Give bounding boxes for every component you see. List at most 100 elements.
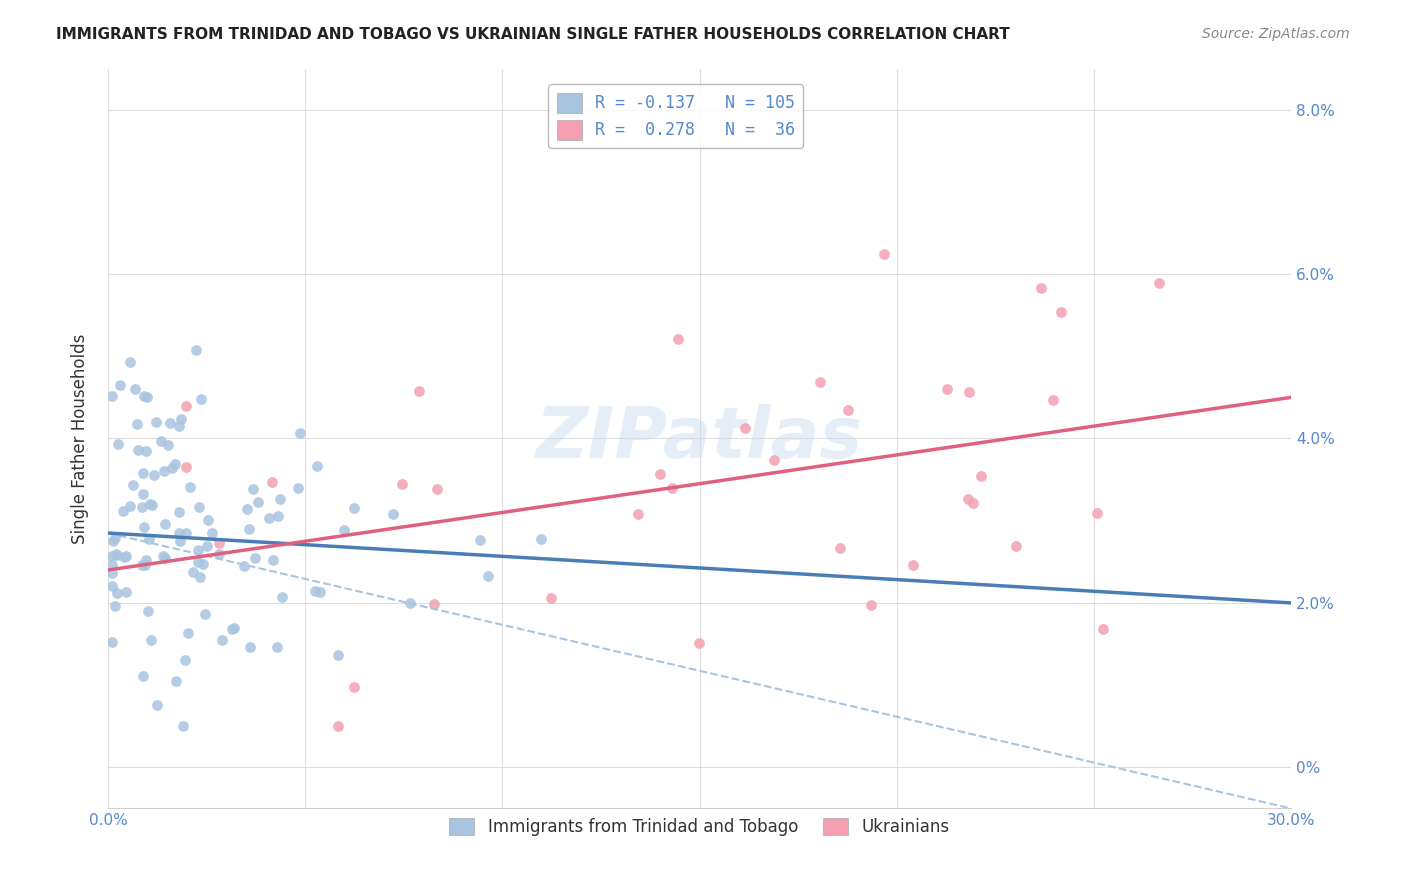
Point [170, 412, 193, 426]
Point [191, 557, 214, 571]
Point [343, 680, 366, 694]
Point [627, 508, 650, 522]
Point [127, 443, 149, 458]
Point [211, 633, 233, 648]
Point [101, 558, 124, 573]
Point [112, 504, 135, 518]
Point [1031, 281, 1053, 295]
Point [287, 481, 309, 495]
Point [901, 558, 924, 572]
Point [101, 566, 124, 580]
Point [309, 585, 332, 599]
Point [808, 375, 831, 389]
Point [200, 526, 222, 541]
Point [962, 496, 984, 510]
Point [830, 541, 852, 555]
Point [1049, 305, 1071, 319]
Point [326, 648, 349, 662]
Point [131, 500, 153, 514]
Text: IMMIGRANTS FROM TRINIDAD AND TOBAGO VS UKRAINIAN SINGLE FATHER HOUSEHOLDS CORREL: IMMIGRANTS FROM TRINIDAD AND TOBAGO VS U… [56, 27, 1010, 42]
Point [103, 531, 125, 545]
Point [145, 415, 167, 429]
Point [143, 468, 166, 483]
Point [132, 487, 155, 501]
Point [408, 384, 430, 398]
Point [957, 385, 980, 400]
Point [239, 640, 262, 655]
Point [734, 421, 756, 435]
Point [141, 498, 163, 512]
Point [177, 626, 200, 640]
Point [155, 550, 177, 565]
Point [197, 513, 219, 527]
Point [101, 635, 124, 649]
Point [266, 640, 288, 655]
Point [422, 597, 444, 611]
Point [689, 636, 711, 650]
Point [207, 547, 229, 561]
Point [1147, 277, 1170, 291]
Point [470, 533, 492, 547]
Point [159, 416, 181, 430]
Point [181, 565, 204, 579]
Point [184, 343, 207, 357]
Point [131, 558, 153, 572]
Point [167, 419, 190, 434]
Point [135, 443, 157, 458]
Point [269, 492, 291, 507]
Point [399, 596, 422, 610]
Point [167, 525, 190, 540]
Point [837, 403, 859, 417]
Text: Source: ZipAtlas.com: Source: ZipAtlas.com [1202, 27, 1350, 41]
Point [136, 604, 159, 618]
Point [165, 673, 187, 688]
Point [235, 501, 257, 516]
Point [381, 507, 404, 521]
Point [195, 539, 218, 553]
Y-axis label: Single Father Households: Single Father Households [72, 334, 89, 543]
Point [260, 475, 283, 490]
Point [304, 584, 326, 599]
Point [134, 558, 156, 573]
Point [135, 391, 157, 405]
Point [259, 511, 281, 525]
Point [174, 526, 197, 541]
Point [122, 478, 145, 492]
Point [187, 555, 209, 569]
Point [262, 552, 284, 566]
Point [101, 579, 124, 593]
Point [174, 459, 197, 474]
Point [190, 392, 212, 407]
Point [666, 332, 689, 346]
Point [1092, 622, 1115, 636]
Point [540, 591, 562, 605]
Point [1005, 540, 1028, 554]
Point [107, 437, 129, 451]
Point [238, 522, 260, 536]
Point [118, 500, 141, 514]
Point [762, 453, 785, 467]
Point [661, 481, 683, 495]
Point [174, 653, 197, 667]
Point [146, 698, 169, 712]
Point [105, 586, 128, 600]
Legend: Immigrants from Trinidad and Tobago, Ukrainians: Immigrants from Trinidad and Tobago, Ukr… [441, 810, 957, 845]
Point [165, 457, 187, 471]
Point [101, 549, 124, 563]
Point [242, 482, 264, 496]
Point [150, 434, 173, 448]
Point [139, 632, 162, 647]
Point [157, 438, 180, 452]
Point [530, 532, 553, 546]
Point [873, 246, 896, 260]
Point [936, 382, 959, 396]
Point [288, 425, 311, 440]
Point [132, 389, 155, 403]
Point [956, 492, 979, 507]
Point [132, 520, 155, 534]
Point [104, 599, 127, 614]
Point [169, 533, 191, 548]
Point [108, 378, 131, 392]
Point [167, 505, 190, 519]
Point [101, 389, 124, 403]
